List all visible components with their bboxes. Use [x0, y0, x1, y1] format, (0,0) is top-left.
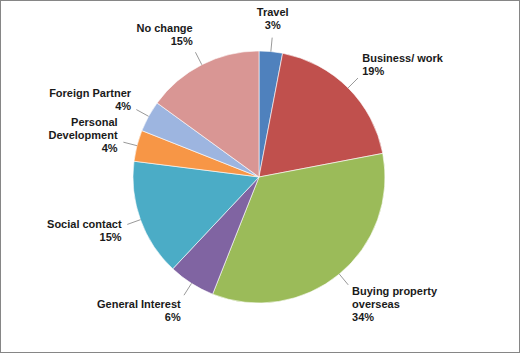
data-label: PersonalDevelopment4%: [49, 116, 118, 154]
leader-line: [136, 110, 148, 117]
leader-line: [127, 220, 140, 225]
category-label: Travel: [257, 6, 289, 18]
data-label: Social contact15%: [47, 218, 122, 243]
pie-slice: [157, 51, 259, 177]
leader-line: [184, 283, 192, 295]
leader-line: [195, 52, 201, 64]
value-label: 19%: [362, 65, 384, 77]
value-label: 4%: [115, 100, 131, 112]
category-label: Foreign Partner: [49, 87, 132, 99]
leader-line: [339, 274, 348, 285]
leader-line: [348, 78, 358, 88]
category-label: overseas: [352, 298, 400, 310]
leader-line: [271, 38, 272, 52]
category-label: Personal: [71, 116, 117, 128]
value-label: 6%: [165, 311, 181, 323]
pie-slice: [133, 161, 259, 269]
value-label: 34%: [352, 311, 374, 323]
chart-frame: [1, 1, 520, 353]
pie: [133, 51, 385, 303]
data-label: Buying propertyoverseas34%: [352, 285, 438, 323]
value-label: 4%: [102, 142, 118, 154]
value-label: 15%: [100, 231, 122, 243]
data-label: Business/ work19%: [362, 52, 444, 77]
category-label: Social contact: [47, 218, 122, 230]
data-label: General Interest6%: [97, 298, 181, 323]
value-label: 15%: [171, 35, 193, 47]
data-label: Foreign Partner4%: [49, 87, 132, 112]
category-label: Business/ work: [362, 52, 444, 64]
category-label: General Interest: [97, 298, 181, 310]
category-label: Buying property: [352, 285, 438, 297]
category-label: No change: [136, 22, 192, 34]
data-label: No change15%: [136, 22, 192, 47]
data-label: Travel3%: [257, 6, 289, 31]
leader-line: [123, 142, 137, 145]
chart: Travel3% Business/ work19% Buying property…: [0, 0, 520, 353]
category-label: Development: [49, 129, 118, 141]
value-label: 3%: [265, 19, 281, 31]
labels: Travel3% Business/ work19% Buying property…: [47, 6, 444, 324]
